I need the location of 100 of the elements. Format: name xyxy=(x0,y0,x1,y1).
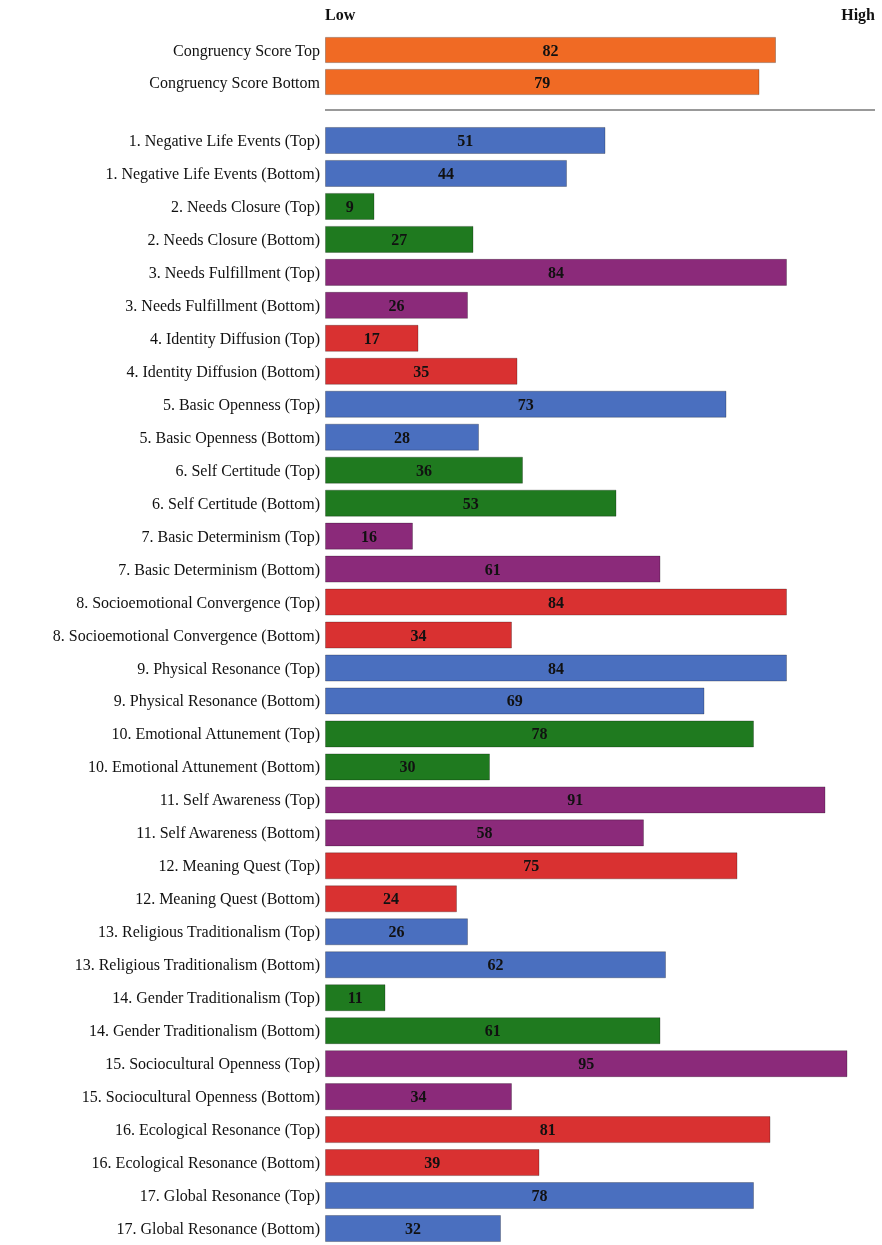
data-label: 30 xyxy=(399,758,416,776)
bar xyxy=(325,489,617,517)
y-tick-label: 6. Self Certitude (Bottom) xyxy=(152,494,320,513)
data-label: 26 xyxy=(388,296,405,314)
data-label: 73 xyxy=(517,395,534,413)
bar xyxy=(325,456,523,484)
y-tick-label: 2. Needs Closure (Top) xyxy=(170,197,320,216)
y-tick-label: Congruency Score Top xyxy=(173,41,320,60)
bar xyxy=(325,621,512,649)
data-label: 61 xyxy=(484,1022,501,1040)
bar xyxy=(325,984,386,1012)
bar xyxy=(325,324,419,352)
bar xyxy=(325,258,787,286)
y-tick-label: 4. Identity Diffusion (Top) xyxy=(149,329,320,348)
text: High xyxy=(841,5,876,24)
y-tick-label: 9. Physical Resonance (Bottom) xyxy=(113,692,320,711)
y-tick-label: 8. Socioemotional Convergence (Bottom) xyxy=(52,626,320,645)
y-tick-label: 8. Socioemotional Convergence (Top) xyxy=(76,593,320,612)
y-tick-label: 7. Basic Determinism (Bottom) xyxy=(118,560,320,579)
y-tick-label: 1. Negative Life Events (Bottom) xyxy=(105,164,320,183)
bar xyxy=(325,654,787,682)
data-label: 84 xyxy=(548,659,564,677)
y-tick-label: 10. Emotional Attunement (Bottom) xyxy=(88,758,320,777)
bar xyxy=(325,357,518,385)
y-tick-label: 14. Gender Traditionalism (Bottom) xyxy=(88,1022,320,1041)
y-tick-label: 16. Ecological Resonance (Top) xyxy=(114,1121,320,1140)
bar xyxy=(325,588,787,616)
bar xyxy=(325,522,413,550)
data-label: 91 xyxy=(567,791,584,809)
data-label: 78 xyxy=(531,725,548,743)
y-tick-label: 5. Basic Openness (Bottom) xyxy=(139,428,320,447)
bar xyxy=(325,1215,501,1243)
data-label: 58 xyxy=(476,824,493,842)
data-label: 34 xyxy=(410,1088,427,1106)
bar xyxy=(325,159,567,187)
y-tick-label: 13. Religious Traditionalism (Bottom) xyxy=(74,956,320,975)
data-label: 84 xyxy=(548,263,564,281)
y-tick-label: 1. Negative Life Events (Top) xyxy=(128,131,320,150)
data-label: 27 xyxy=(391,230,408,248)
data-label: 53 xyxy=(462,494,479,512)
bar xyxy=(325,819,644,847)
bar xyxy=(325,885,457,913)
data-label: 78 xyxy=(531,1187,548,1205)
bar xyxy=(325,390,727,418)
bar xyxy=(325,1116,771,1144)
data-label: 51 xyxy=(457,131,474,149)
y-tick-label: 15. Sociocultural Openness (Bottom) xyxy=(81,1088,320,1107)
y-tick-label: 12. Meaning Quest (Bottom) xyxy=(135,890,320,909)
bar xyxy=(325,720,754,748)
y-tick-label: 17. Global Resonance (Bottom) xyxy=(116,1220,320,1239)
y-tick-label: 17. Global Resonance (Top) xyxy=(139,1187,320,1206)
y-tick-label: 16. Ecological Resonance (Bottom) xyxy=(91,1154,320,1173)
data-label: 24 xyxy=(383,890,399,908)
y-tick-label: 9. Physical Resonance (Top) xyxy=(137,659,320,678)
data-label: 84 xyxy=(548,593,564,611)
y-tick-label: 12. Meaning Quest (Top) xyxy=(158,857,320,876)
y-tick-label: 3. Needs Fulfillment (Top) xyxy=(148,263,320,282)
y-tick-label: 3. Needs Fulfillment (Bottom) xyxy=(125,296,320,315)
y-tick-label: 4. Identity Diffusion (Bottom) xyxy=(126,362,320,381)
data-label: 44 xyxy=(438,164,454,182)
y-tick-label: 5. Basic Openness (Top) xyxy=(162,395,320,414)
y-tick-label: 7. Basic Determinism (Top) xyxy=(141,527,320,546)
bar xyxy=(325,423,479,451)
bar xyxy=(325,291,468,319)
y-tick-label: 11. Self Awareness (Top) xyxy=(159,791,320,810)
data-label: 32 xyxy=(405,1220,421,1238)
data-label: 35 xyxy=(413,362,430,380)
bar xyxy=(325,687,705,715)
bar xyxy=(325,786,826,814)
data-label: 17 xyxy=(363,329,380,347)
data-label: 79 xyxy=(534,73,551,91)
bar xyxy=(325,126,606,154)
bar xyxy=(325,555,661,583)
data-label: 95 xyxy=(578,1055,595,1073)
data-label: 28 xyxy=(394,428,410,446)
data-label: 9 xyxy=(345,197,354,215)
data-label: 39 xyxy=(424,1154,441,1172)
bar xyxy=(325,951,666,979)
y-tick-label: Congruency Score Bottom xyxy=(149,73,321,92)
bar xyxy=(325,1017,661,1045)
bar xyxy=(325,753,490,781)
bar xyxy=(325,1182,754,1210)
data-label: 26 xyxy=(388,923,405,941)
y-tick-label: 11. Self Awareness (Bottom) xyxy=(136,824,320,843)
bar xyxy=(325,918,468,946)
data-label: 75 xyxy=(523,857,540,875)
data-label: 34 xyxy=(410,626,427,644)
data-label: 69 xyxy=(506,692,523,710)
data-label: 16 xyxy=(361,527,377,545)
y-tick-label: 14. Gender Traditionalism (Top) xyxy=(112,989,320,1008)
y-tick-label: 2. Needs Closure (Bottom) xyxy=(147,230,320,249)
bar xyxy=(325,1083,512,1111)
data-label: 36 xyxy=(416,461,432,479)
text: Low xyxy=(325,5,356,23)
bar xyxy=(325,1149,540,1177)
bar xyxy=(325,192,375,220)
y-tick-label: 6. Self Certitude (Top) xyxy=(175,461,320,480)
y-tick-label: 10. Emotional Attunement (Top) xyxy=(111,725,320,744)
y-tick-label: 15. Sociocultural Openness (Top) xyxy=(105,1055,320,1074)
y-tick-label: 13. Religious Traditionalism (Top) xyxy=(98,923,320,942)
